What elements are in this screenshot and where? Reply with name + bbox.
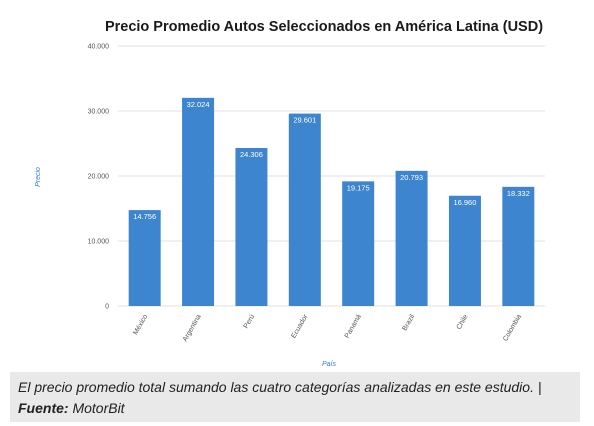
caption-source-name: MotorBit (68, 400, 125, 416)
bar (448, 195, 481, 306)
y-tick-label: 40.000 (88, 44, 110, 51)
chart-container: Precio Promedio Autos Seleccionados en A… (35, 19, 545, 368)
gridlines (118, 45, 545, 307)
data-labels: 14.756 32.024 24.306 29.601 19.175 20.793 16.9… (133, 100, 530, 221)
x-tick-label: Argentina (182, 313, 203, 343)
x-axis-title: País (322, 361, 337, 368)
x-tick-label: Colombia (502, 313, 523, 342)
caption-source-label: Fuente: (18, 400, 69, 416)
bars (128, 97, 535, 307)
data-label: 16.960 (453, 198, 476, 207)
caption-text: El precio promedio total sumando las cua… (18, 379, 542, 395)
bar (502, 186, 535, 306)
bar (288, 113, 321, 306)
x-tick-label: México (132, 313, 149, 336)
data-label: 24.306 (240, 150, 263, 159)
data-label: 14.756 (133, 212, 156, 221)
y-tick-label: 30.000 (88, 109, 110, 116)
bar (395, 170, 428, 306)
x-tick-label: Brazil (401, 313, 416, 332)
data-label: 20.793 (400, 173, 423, 182)
x-tick-label: Perú (243, 313, 257, 329)
y-tick-label: 10.000 (88, 239, 110, 246)
data-label: 29.601 (293, 116, 316, 125)
figure-caption: El precio promedio total sumando las cua… (10, 372, 580, 422)
x-tick-label: Panamá (344, 313, 363, 339)
data-label: 18.332 (507, 189, 530, 198)
y-tick-label: 0 (105, 304, 109, 311)
y-axis-title: Precio (35, 167, 42, 187)
bar (182, 97, 215, 307)
y-tick-label: 20.000 (88, 174, 110, 181)
x-tick-label: Ecuador (290, 313, 309, 340)
x-tick-label: Chile (456, 313, 470, 330)
bar-chart: Precio Promedio Autos Seleccionados en A… (35, 19, 545, 368)
data-label: 32.024 (187, 100, 210, 109)
data-label: 19.175 (347, 183, 370, 192)
bar (342, 181, 375, 306)
bar (128, 210, 161, 306)
chart-title: Precio Promedio Autos Seleccionados en A… (105, 19, 543, 35)
x-axis-labels: México Argentina Perú Ecuador Panamá Brazil Ch… (132, 313, 523, 343)
bar (235, 148, 268, 306)
y-axis-ticks: 0 10.000 20.000 30.000 40.000 (88, 44, 110, 311)
